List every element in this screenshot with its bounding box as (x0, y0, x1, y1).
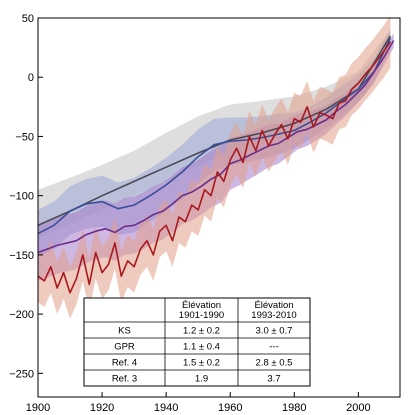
line-gray (37, 35, 392, 227)
plot-frame (37, 17, 401, 398)
table-cell: GPR (114, 342, 135, 353)
y-tick-label: 0 (28, 72, 34, 84)
table-cell: 1.1 ± 0.4 (183, 342, 220, 353)
table-cell: 3.0 ± 0.7 (256, 326, 293, 337)
band-red (38, 15, 391, 319)
x-tick-label: 1980 (282, 402, 306, 414)
line-blue (37, 37, 392, 235)
table-cell: 3.7 (267, 374, 280, 385)
table-cell: 1.5 ± 0.2 (183, 358, 220, 369)
uncertainty-bands (38, 15, 394, 319)
table-cell: --- (269, 342, 279, 353)
y-tick-label: −50 (15, 131, 34, 143)
x-tick-label: 2000 (346, 402, 370, 414)
table-cell: KS (118, 326, 131, 337)
table-cell: 2.8 ± 0.5 (256, 358, 293, 369)
table-cell: 1.2 ± 0.2 (183, 326, 220, 337)
x-tick-label: 1920 (90, 402, 114, 414)
y-tick-label: −200 (9, 309, 34, 321)
x-tick-label: 1960 (218, 402, 242, 414)
y-tick-label: −100 (9, 191, 34, 203)
table-header-cell: 1993-2010 (251, 310, 296, 321)
y-tick-label: −150 (9, 250, 34, 262)
table-cell: 1.9 (195, 374, 208, 385)
y-tick-label: 50 (22, 13, 34, 25)
table-header-cell: 1901-1990 (179, 310, 224, 321)
table-header-cell: Élévation (254, 300, 293, 311)
table-header-cell: Élévation (182, 300, 221, 311)
line-red (37, 41, 392, 294)
y-axis: 50 0 −50 −100 −150 −200 −250 (9, 13, 43, 380)
x-tick-label: 1940 (154, 402, 178, 414)
series-lines (37, 35, 395, 294)
table-cell: Ref. 4 (112, 358, 137, 369)
y-tick-label: −250 (9, 368, 34, 380)
x-tick-label: 1900 (26, 402, 50, 414)
table-cell: Ref. 3 (112, 374, 137, 385)
x-axis: 1900 1920 1940 1960 1980 2000 (26, 392, 371, 414)
table-background (83, 297, 311, 387)
